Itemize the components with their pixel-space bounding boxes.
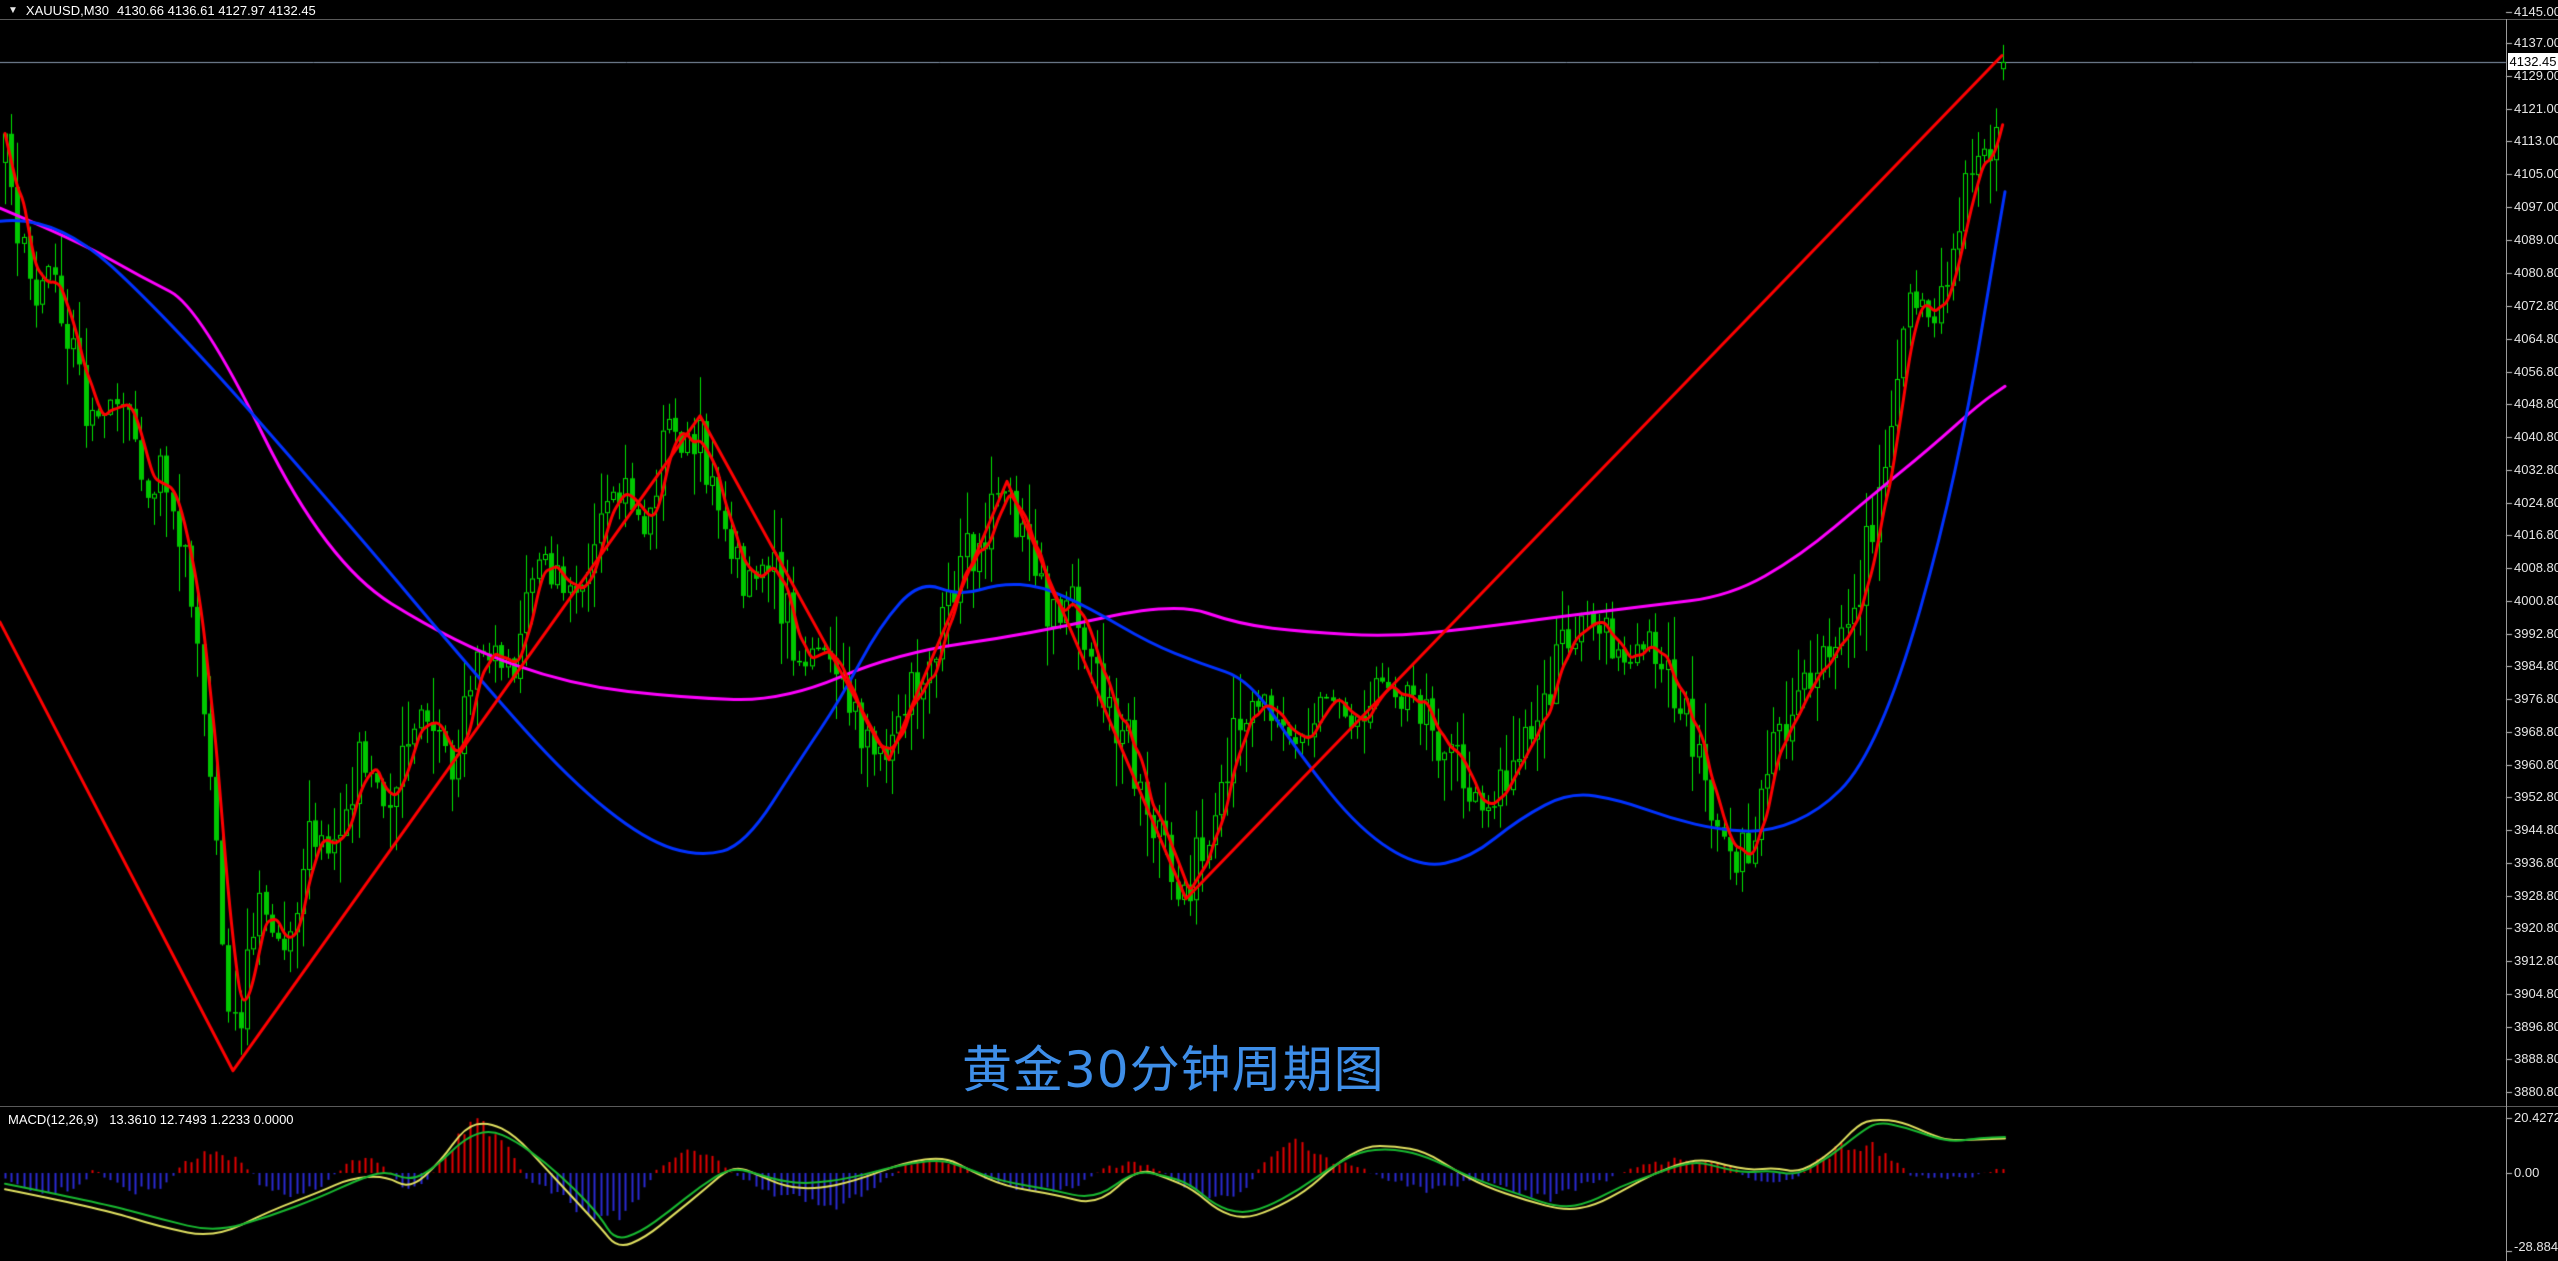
price-axis-label: 3968.80 xyxy=(2514,723,2558,739)
ohlc-values: 4130.66 4136.61 4127.97 4132.45 xyxy=(116,2,316,18)
price-axis-label: 4024.80 xyxy=(2514,494,2558,510)
price-axis-label: 3888.80 xyxy=(2514,1051,2558,1067)
price-axis-label: 4080.80 xyxy=(2514,265,2558,281)
price-axis-label: 3936.80 xyxy=(2514,854,2558,870)
price-axis-label: 4056.80 xyxy=(2514,363,2558,379)
price-axis-label: 3920.80 xyxy=(2514,920,2558,936)
price-axis-label: 4048.80 xyxy=(2514,396,2558,412)
macd-axis-label: 0.00 xyxy=(2514,1165,2540,1180)
price-axis-label: 4145.00 xyxy=(2514,4,2558,19)
macd-indicator-label: MACD(12,26,9) 13.3610 12.7493 1.2233 0.0… xyxy=(8,1112,294,1127)
price-axis-label: 4113.00 xyxy=(2514,133,2558,149)
price-axis-label: 4137.00 xyxy=(2514,35,2558,51)
price-axis-label: 3896.80 xyxy=(2514,1018,2558,1034)
price-axis-label: 4089.00 xyxy=(2514,231,2558,247)
price-axis-label: 3960.80 xyxy=(2514,756,2558,772)
price-axis-label: 3904.80 xyxy=(2514,985,2558,1001)
price-axis-label: 3984.80 xyxy=(2514,658,2558,674)
chart-header: ▼ XAUUSD,M30 4130.66 4136.61 4127.97 413… xyxy=(8,2,316,18)
price-axis-label: 3952.80 xyxy=(2514,789,2558,805)
price-axis-label: 3912.80 xyxy=(2514,953,2558,968)
price-axis-label: 3976.80 xyxy=(2514,691,2558,707)
price-axis-border xyxy=(2506,19,2507,1261)
price-axis-label: 4008.80 xyxy=(2514,560,2558,576)
macd-values: 13.3610 12.7493 1.2233 0.0000 xyxy=(109,1112,294,1127)
price-axis-label: 4040.80 xyxy=(2514,429,2558,445)
symbol-period-title: XAUUSD,M30 xyxy=(25,2,109,18)
macd-axis-label: 20.4272 xyxy=(2514,1109,2558,1125)
macd-name: MACD(12,26,9) xyxy=(8,1112,99,1127)
price-axis-label: 4032.80 xyxy=(2514,461,2558,477)
price-axis-label: 4105.00 xyxy=(2514,166,2558,182)
price-axis-label: 4097.00 xyxy=(2514,198,2558,214)
bid-price-box: 4132.45 xyxy=(2508,52,2558,70)
price-axis-label: 4121.00 xyxy=(2514,100,2558,116)
macd-window-separator[interactable] xyxy=(0,1106,2558,1107)
price-axis-label: 3944.80 xyxy=(2514,822,2558,838)
price-axis-label: 4072.80 xyxy=(2514,298,2558,314)
header-separator xyxy=(0,19,2558,20)
collapse-one-click-icon[interactable]: ▼ xyxy=(8,4,18,16)
price-axis-label: 4000.80 xyxy=(2514,592,2558,608)
price-axis-label: 3928.80 xyxy=(2514,887,2558,903)
price-axis-label: 4129.00 xyxy=(2514,68,2558,83)
watermark-text: 黄金30分钟周期图 xyxy=(962,1041,1385,1099)
price-axis-label: 3880.80 xyxy=(2514,1084,2558,1099)
price-axis-label: 4064.80 xyxy=(2514,330,2558,346)
price-axis-label: 3992.80 xyxy=(2514,625,2558,641)
price-axis-label: 4016.80 xyxy=(2514,527,2558,543)
